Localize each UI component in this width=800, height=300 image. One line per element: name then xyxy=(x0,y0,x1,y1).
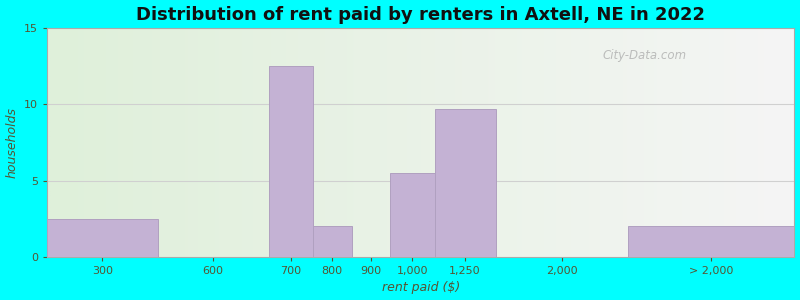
X-axis label: rent paid ($): rent paid ($) xyxy=(382,281,460,294)
Bar xyxy=(313,226,351,257)
Bar xyxy=(390,173,434,257)
Y-axis label: households: households xyxy=(6,107,18,178)
Bar xyxy=(269,66,313,257)
Title: Distribution of rent paid by renters in Axtell, NE in 2022: Distribution of rent paid by renters in … xyxy=(136,6,706,24)
Text: City-Data.com: City-Data.com xyxy=(603,49,687,62)
Bar xyxy=(47,219,158,257)
Bar xyxy=(434,109,495,257)
Bar xyxy=(628,226,794,257)
